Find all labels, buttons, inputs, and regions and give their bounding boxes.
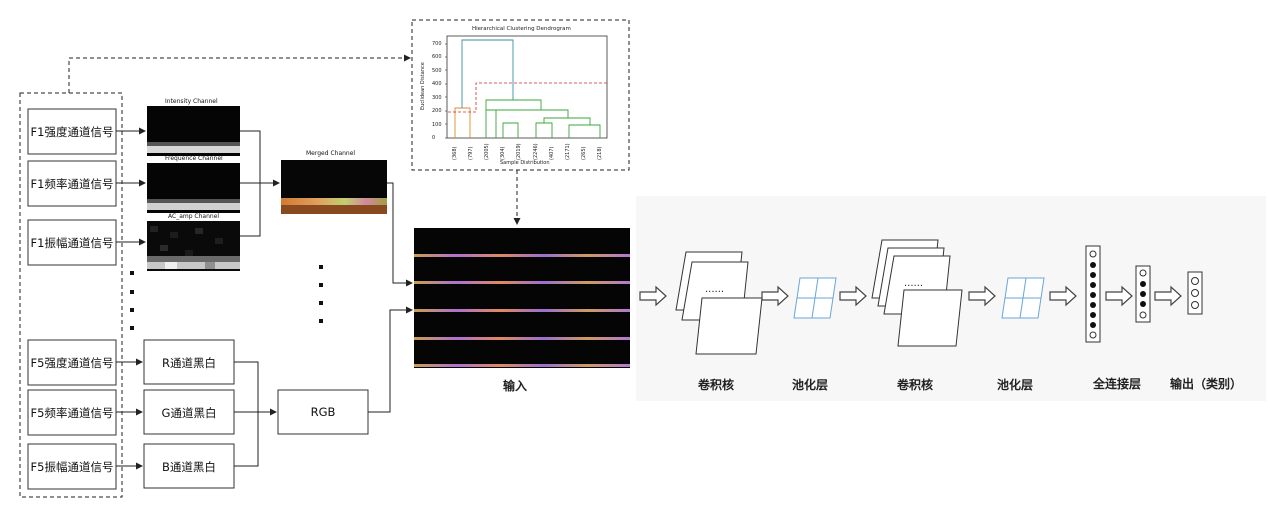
label-f5-amplitude: F5振幅通道信号 — [30, 460, 114, 474]
dendrogram-ytick-label: 200 — [432, 108, 442, 115]
label-f1-intensity: F1强度通道信号 — [30, 125, 114, 139]
box-r-channel — [143, 339, 235, 385]
block-arrow-4 — [968, 285, 996, 307]
ellipsis-dot — [130, 290, 134, 294]
dendrogram-ytick-label: 300 — [432, 94, 442, 101]
ellipsis-dot — [319, 283, 323, 287]
caption-input: 输入 — [503, 379, 528, 393]
frequence-channel-image — [147, 163, 240, 213]
ellipsis-dot — [319, 319, 323, 323]
arrow-rgb-to-input — [368, 306, 413, 413]
dendrogram-ytick-label: 100 — [432, 121, 442, 128]
input-image — [414, 228, 630, 368]
dendrogram-ytick-label: 500 — [432, 67, 442, 74]
connector-r — [234, 361, 259, 412]
dendrogram-ytick-label: 700 — [432, 41, 442, 47]
block-arrow-5 — [1049, 285, 1077, 307]
caption-conv2: 卷积核 — [897, 378, 934, 392]
ellipsis-dot — [130, 326, 134, 330]
dendrogram-axes — [446, 35, 608, 139]
ac-amp-channel-image — [147, 221, 240, 271]
svg-text:......: ...... — [904, 278, 923, 289]
conv-kernel-stack-1: ...... — [675, 251, 763, 355]
caption-output: 输出（类别） — [1170, 377, 1243, 391]
caption-pool1: 池化层 — [792, 378, 829, 392]
block-arrow-2 — [761, 285, 789, 307]
ellipsis-dot — [130, 308, 134, 312]
dendrogram-leaf-label: (407) — [548, 146, 555, 160]
pooling-grid-2 — [1001, 277, 1045, 319]
dendrogram-leaf-label: (2246) — [532, 143, 539, 160]
caption-pool2: 池化层 — [997, 378, 1034, 392]
caption-fc: 全连接层 — [1093, 377, 1142, 391]
caption-merged-channel: Merged Channel — [306, 150, 356, 157]
arrow-merged-to-input — [387, 182, 413, 287]
box-f1-intensity — [27, 108, 117, 155]
dendrogram-ylabel: Euclidean Distance — [420, 62, 426, 110]
fc-layer-2 — [1135, 265, 1151, 323]
caption-conv1: 卷积核 — [698, 378, 735, 392]
dendrogram-ytick-label: 400 — [432, 81, 442, 88]
dendrogram-plot — [445, 35, 608, 139]
box-f1-amplitude — [27, 219, 117, 266]
dendrogram-dashed-frame — [411, 19, 630, 171]
box-f5-intensity — [27, 339, 117, 386]
dendrogram-ytick-label: 600 — [432, 54, 442, 61]
caption-intensity-channel: Intensity Channel — [165, 98, 218, 105]
dashed-link-to-dendrogram — [68, 54, 411, 93]
label-f5-frequency: F5频率通道信号 — [30, 406, 114, 420]
label-f5-intensity: F5强度通道信号 — [30, 356, 114, 370]
dendrogram-xlabel: Sample Distribution — [500, 160, 550, 166]
svg-text:......: ...... — [705, 284, 724, 295]
merged-channel-image — [281, 160, 387, 214]
label-f1-amplitude: F1振幅通道信号 — [30, 236, 114, 250]
block-arrow-6 — [1105, 285, 1133, 307]
conv-kernel-stack-2: ...... — [871, 239, 963, 347]
label-rgb: RGB — [310, 405, 336, 419]
connector-intensity — [240, 130, 261, 183]
dendrogram-ytick-label: 0 — [432, 135, 436, 141]
block-arrow-3 — [839, 285, 867, 307]
box-b-channel — [143, 443, 235, 489]
label-f1-frequency: F1频率通道信号 — [30, 177, 114, 191]
output-layer — [1187, 271, 1203, 315]
label-b-channel: B通道黑白 — [162, 460, 216, 474]
ellipsis-dot — [130, 271, 134, 275]
pooling-grid-1 — [793, 277, 837, 319]
dendrogram-leaf-label: (218) — [597, 146, 603, 160]
block-arrow-1 — [639, 285, 667, 307]
ellipsis-dot — [319, 301, 323, 305]
intensity-channel-image — [147, 106, 240, 156]
box-f5-amplitude — [27, 443, 117, 490]
connector-b — [234, 412, 259, 467]
left-input-group-dashed — [19, 92, 123, 498]
connector-amplitude — [240, 183, 261, 237]
dendrogram-leaf-label: (304) — [500, 146, 507, 160]
dendrogram-leaf-label: (2171) — [564, 143, 571, 160]
ellipsis-dot — [319, 265, 323, 269]
dendrogram-title: Hierarchical Clustering Dendrogram — [472, 26, 571, 32]
label-g-channel: G通道黑白 — [161, 406, 217, 420]
dendrogram-leaf-label: (797) — [468, 146, 475, 160]
dendrogram-leaf-label: (368) — [452, 146, 458, 160]
block-arrow-7 — [1154, 285, 1182, 307]
fc-layer-1 — [1085, 245, 1101, 343]
caption-frequence-channel: Frequence Channel — [165, 155, 223, 162]
dendrogram-leaf-label: (2005) — [484, 143, 491, 160]
caption-ac-amp-channel: AC_amp Channel — [168, 213, 220, 220]
label-r-channel: R通道黑白 — [162, 356, 216, 370]
dendrogram-leaf-label: (265) — [580, 146, 587, 160]
box-g-channel — [143, 389, 235, 435]
dendrogram-leaf-label: (2019) — [516, 143, 523, 160]
